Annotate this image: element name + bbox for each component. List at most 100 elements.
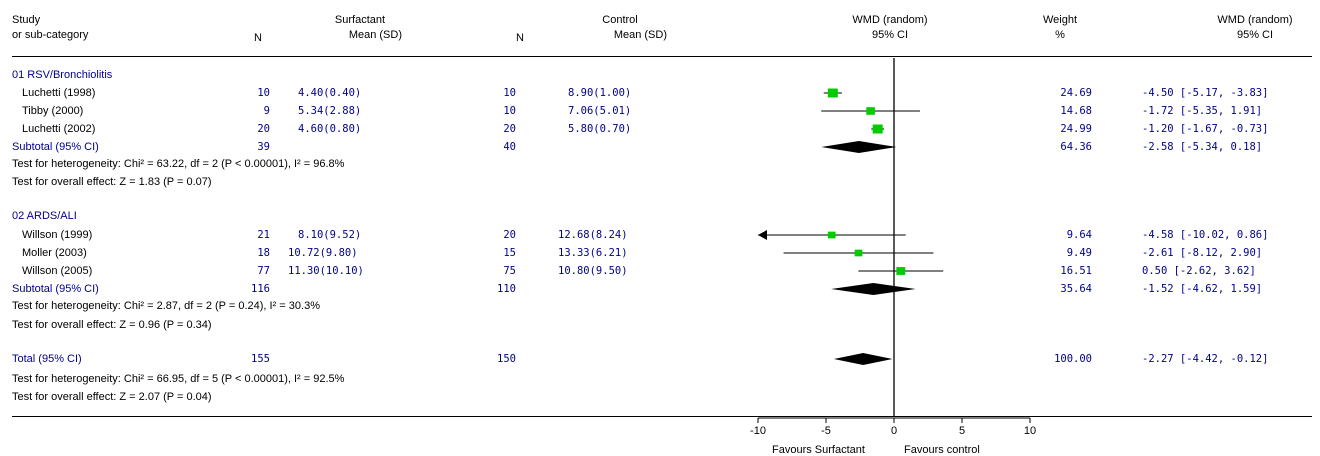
study-wmd-ci: -2.61 [-8.12, 2.90] [1142, 247, 1263, 259]
study-mean-sd-surfactant: 10.72(9.80) [288, 247, 358, 259]
subtotal-wmd-ci: -1.52 [-4.62, 1.59] [1142, 283, 1263, 295]
total-n-surfactant: 155 [251, 353, 270, 365]
total-n-control: 150 [497, 353, 516, 365]
study-weight: 9.49 [1066, 247, 1092, 259]
study-n-surfactant: 9 [263, 105, 270, 117]
study-point [866, 107, 875, 115]
footer-rule [12, 416, 1312, 417]
pooled-diamond [831, 283, 916, 295]
heterogeneity-test: Test for heterogeneity: Chi² = 66.95, df… [12, 373, 345, 385]
x-tick-label: 5 [959, 425, 965, 437]
study-point [827, 88, 838, 98]
study-wmd-ci: -4.50 [-5.17, -3.83] [1142, 87, 1269, 99]
pooled-diamond [821, 141, 897, 153]
study-n-control: 10 [503, 87, 516, 99]
study-mean-sd-control: 8.90(1.00) [568, 87, 632, 99]
subtotal-label: Subtotal (95% CI) [12, 141, 99, 153]
study-mean-sd-control: 13.33(6.21) [558, 247, 628, 259]
header-rule [12, 56, 1312, 57]
study-name: Luchetti (2002) [22, 123, 96, 135]
header-weight-pct: % [1055, 29, 1065, 41]
study-mean-sd-control: 7.06(5.01) [568, 105, 632, 117]
header-surfactant: Surfactant [334, 14, 386, 26]
total-weight: 100.00 [1054, 353, 1092, 365]
header-mean-sd-surfactant: Mean (SD) [348, 29, 402, 41]
total-wmd-ci: -2.27 [-4.42, -0.12] [1142, 353, 1269, 365]
study-mean-sd-surfactant: 8.10(9.52) [298, 229, 362, 241]
pooled-diamond [833, 353, 893, 365]
header-subcategory: or sub-category [12, 29, 89, 41]
subtotal-n-surfactant: 39 [257, 141, 270, 153]
overall-effect-test: Test for overall effect: Z = 1.83 (P = 0… [12, 176, 212, 188]
study-point [854, 249, 863, 257]
study-n-surfactant: 21 [257, 229, 270, 241]
header-n-control: N [516, 32, 524, 44]
study-n-surfactant: 10 [257, 87, 270, 99]
overall-effect-test: Test for overall effect: Z = 0.96 (P = 0… [12, 319, 212, 331]
header-study: Study [12, 14, 41, 26]
study-n-control: 20 [503, 123, 516, 135]
favours-left-label: Favours Surfactant [772, 444, 865, 456]
study-n-control: 75 [503, 265, 516, 277]
study-name: Willson (2005) [22, 265, 93, 277]
study-name: Moller (2003) [22, 247, 87, 259]
study-mean-sd-control: 5.80(0.70) [568, 123, 632, 135]
study-weight: 9.64 [1066, 229, 1092, 241]
header-wmd-plot: WMD (random) [852, 14, 928, 26]
study-weight: 16.51 [1060, 265, 1092, 277]
subtotal-label: Subtotal (95% CI) [12, 283, 99, 295]
favours-right-label: Favours control [904, 444, 980, 456]
subtotal-weight: 35.64 [1060, 283, 1092, 295]
subtotal-n-control: 110 [497, 283, 516, 295]
study-name: Luchetti (1998) [22, 87, 96, 99]
subtotal-wmd-ci: -2.58 [-5.34, 0.18] [1142, 141, 1263, 153]
study-wmd-ci: -4.58 [-10.02, 0.86] [1142, 229, 1269, 241]
x-tick-label: -10 [750, 425, 766, 437]
study-weight: 24.99 [1060, 123, 1092, 135]
header-mean-sd-control: Mean (SD) [613, 29, 667, 41]
study-n-control: 20 [503, 229, 516, 241]
group-label: 02 ARDS/ALI [12, 210, 77, 222]
x-tick-label: 0 [891, 425, 897, 437]
study-n-surfactant: 18 [257, 247, 270, 259]
study-point [827, 231, 836, 239]
x-tick-label: -5 [821, 425, 831, 437]
overall-effect-test: Test for overall effect: Z = 2.07 (P = 0… [12, 391, 212, 403]
total-label: Total (95% CI) [12, 353, 82, 365]
header-wmd-col: WMD (random) [1217, 14, 1293, 26]
study-wmd-ci: -1.20 [-1.67, -0.73] [1142, 123, 1269, 135]
study-name: Tibby (2000) [22, 105, 84, 117]
ci-arrow [758, 230, 767, 240]
study-n-control: 15 [503, 247, 516, 259]
subtotal-n-surfactant: 116 [251, 283, 270, 295]
group-label: 01 RSV/Bronchiolitis [12, 69, 113, 81]
study-n-surfactant: 20 [257, 123, 270, 135]
study-mean-sd-surfactant: 11.30(10.10) [288, 265, 364, 277]
header-weight: Weight [1042, 14, 1078, 26]
study-point [896, 267, 906, 275]
header-ci-col: 95% CI [1236, 29, 1274, 41]
study-mean-sd-control: 10.80(9.50) [558, 265, 628, 277]
study-wmd-ci: -1.72 [-5.35, 1.91] [1142, 105, 1263, 117]
study-name: Willson (1999) [22, 229, 93, 241]
subtotal-weight: 64.36 [1060, 141, 1092, 153]
heterogeneity-test: Test for heterogeneity: Chi² = 2.87, df … [12, 300, 320, 312]
study-weight: 24.69 [1060, 87, 1092, 99]
study-point [872, 124, 883, 134]
study-mean-sd-control: 12.68(8.24) [558, 229, 628, 241]
header-ci-plot: 95% CI [871, 29, 909, 41]
study-n-control: 10 [503, 105, 516, 117]
header-n-surfactant: N [254, 32, 262, 44]
study-mean-sd-surfactant: 4.60(0.80) [298, 123, 362, 135]
study-n-surfactant: 77 [257, 265, 270, 277]
study-mean-sd-surfactant: 4.40(0.40) [298, 87, 362, 99]
x-tick-label: 10 [1024, 425, 1036, 437]
study-mean-sd-surfactant: 5.34(2.88) [298, 105, 362, 117]
heterogeneity-test: Test for heterogeneity: Chi² = 63.22, df… [12, 158, 345, 170]
study-weight: 14.68 [1060, 105, 1092, 117]
header-control: Control [602, 14, 638, 26]
subtotal-n-control: 40 [503, 141, 516, 153]
study-wmd-ci: 0.50 [-2.62, 3.62] [1142, 265, 1256, 277]
